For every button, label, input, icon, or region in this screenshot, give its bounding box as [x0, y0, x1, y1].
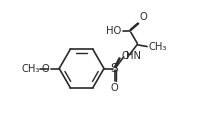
- Text: O: O: [41, 64, 49, 73]
- Text: O: O: [121, 51, 129, 61]
- Text: O: O: [111, 83, 119, 93]
- Text: O: O: [140, 12, 148, 22]
- Text: HO: HO: [106, 26, 121, 36]
- Text: CH₃: CH₃: [21, 64, 40, 73]
- Text: CH₃: CH₃: [148, 42, 166, 52]
- Text: S: S: [111, 62, 118, 75]
- Text: HN: HN: [126, 51, 141, 61]
